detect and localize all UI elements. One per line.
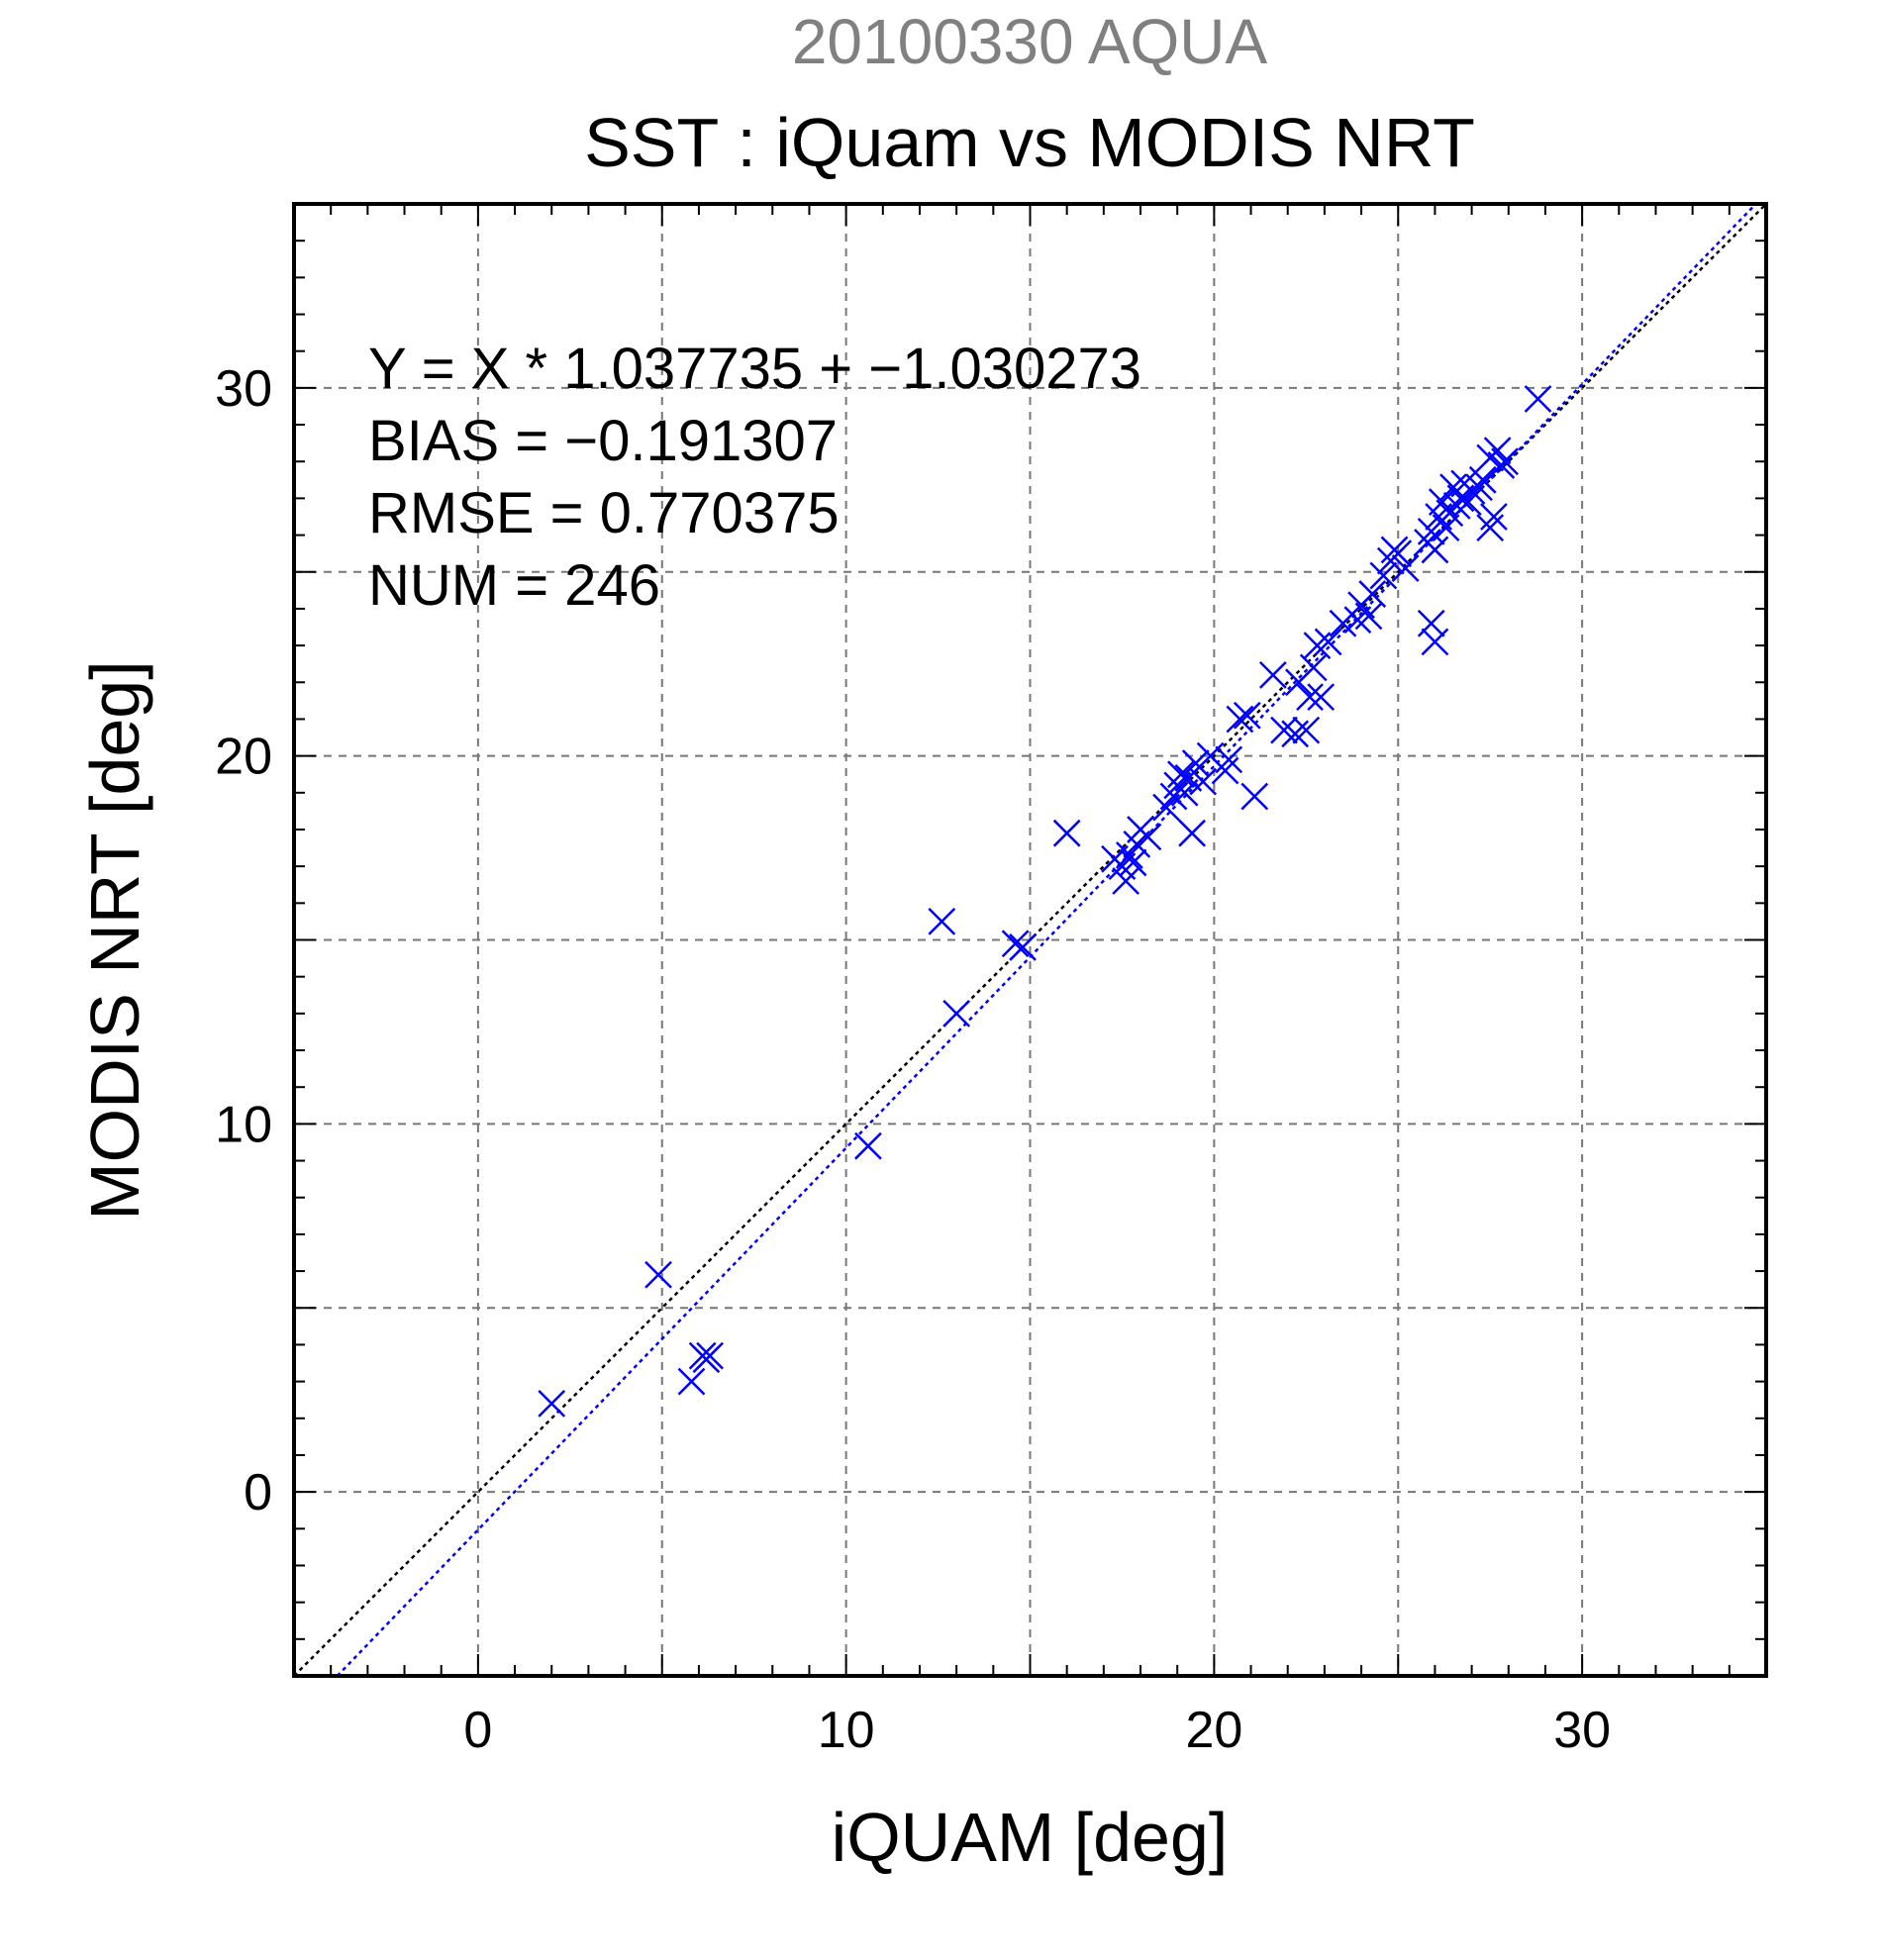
data-point xyxy=(1384,539,1413,568)
data-point xyxy=(1421,628,1449,656)
data-point xyxy=(1270,716,1298,744)
data-point xyxy=(1167,760,1195,789)
data-point xyxy=(1476,514,1505,542)
stats-annotation: Y = X * 1.037735 + −1.030273 BIAS = −0.19… xyxy=(368,337,1141,618)
data-point xyxy=(1226,705,1254,734)
chart-title: SST : iQuam vs MODIS NRT xyxy=(584,104,1475,181)
data-point xyxy=(1391,554,1420,582)
x-tick-label: 30 xyxy=(1553,1702,1611,1759)
x-tick-label: 20 xyxy=(1185,1702,1242,1759)
y-tick-labels: 0 10 20 30 xyxy=(215,360,272,1521)
chart-supertitle: 20100330 AQUA xyxy=(792,6,1268,77)
data-point xyxy=(1299,653,1328,682)
data-point xyxy=(1468,465,1497,494)
y-tick-label: 20 xyxy=(215,729,272,786)
data-point xyxy=(1233,701,1261,730)
data-point xyxy=(1159,782,1188,811)
data-point xyxy=(1314,628,1342,656)
data-point xyxy=(1453,488,1482,517)
data-point xyxy=(1303,632,1332,659)
data-point xyxy=(1417,609,1445,637)
data-point xyxy=(1307,683,1336,712)
stats-line: NUM = 246 xyxy=(368,553,660,618)
stats-line: Y = X * 1.037735 + −1.030273 xyxy=(368,337,1141,401)
data-point xyxy=(1189,767,1218,796)
data-point xyxy=(1369,561,1398,590)
data-point xyxy=(538,1390,566,1418)
grid xyxy=(294,204,1766,1676)
y-axis-label: MODIS NRT [deg] xyxy=(76,660,153,1220)
data-point xyxy=(1421,536,1449,564)
data-point xyxy=(677,1367,706,1396)
data-point xyxy=(942,999,971,1028)
data-point xyxy=(696,1341,724,1370)
y-tick-label: 10 xyxy=(215,1096,272,1153)
data-point xyxy=(1215,745,1243,774)
data-point xyxy=(1134,823,1162,851)
data-point xyxy=(1178,819,1206,847)
data-point xyxy=(1358,580,1387,608)
data-points xyxy=(538,385,1552,1418)
data-point xyxy=(1181,749,1210,777)
stats-line: RMSE = 0.770375 xyxy=(368,481,840,545)
data-point xyxy=(1211,756,1239,785)
data-point xyxy=(1292,716,1321,744)
data-point xyxy=(1480,503,1508,531)
data-point xyxy=(1354,602,1383,631)
data-point xyxy=(644,1260,672,1289)
y-tick-label: 0 xyxy=(244,1464,272,1521)
data-point xyxy=(1009,933,1037,961)
data-point xyxy=(1524,385,1552,413)
data-point xyxy=(1001,930,1030,958)
data-point xyxy=(1119,848,1147,877)
data-point xyxy=(1112,867,1140,895)
x-tick-labels: 0 10 20 30 xyxy=(463,1702,1611,1759)
data-point xyxy=(1258,660,1287,689)
data-point xyxy=(1465,473,1493,502)
plot-frame xyxy=(292,202,1768,1678)
data-point xyxy=(1296,683,1324,712)
data-point xyxy=(1281,720,1310,748)
x-tick-label: 10 xyxy=(818,1702,875,1759)
y-tick-label: 30 xyxy=(215,360,272,418)
data-point xyxy=(854,1131,882,1160)
x-tick-label: 0 xyxy=(463,1702,492,1759)
data-point xyxy=(1052,819,1081,847)
data-point xyxy=(928,908,956,935)
x-axis-label: iQUAM [deg] xyxy=(832,1799,1229,1876)
data-point xyxy=(1240,782,1269,811)
stats-line: BIAS = −0.191307 xyxy=(368,409,838,473)
reference-line xyxy=(336,203,1757,1677)
data-point xyxy=(1491,447,1519,476)
